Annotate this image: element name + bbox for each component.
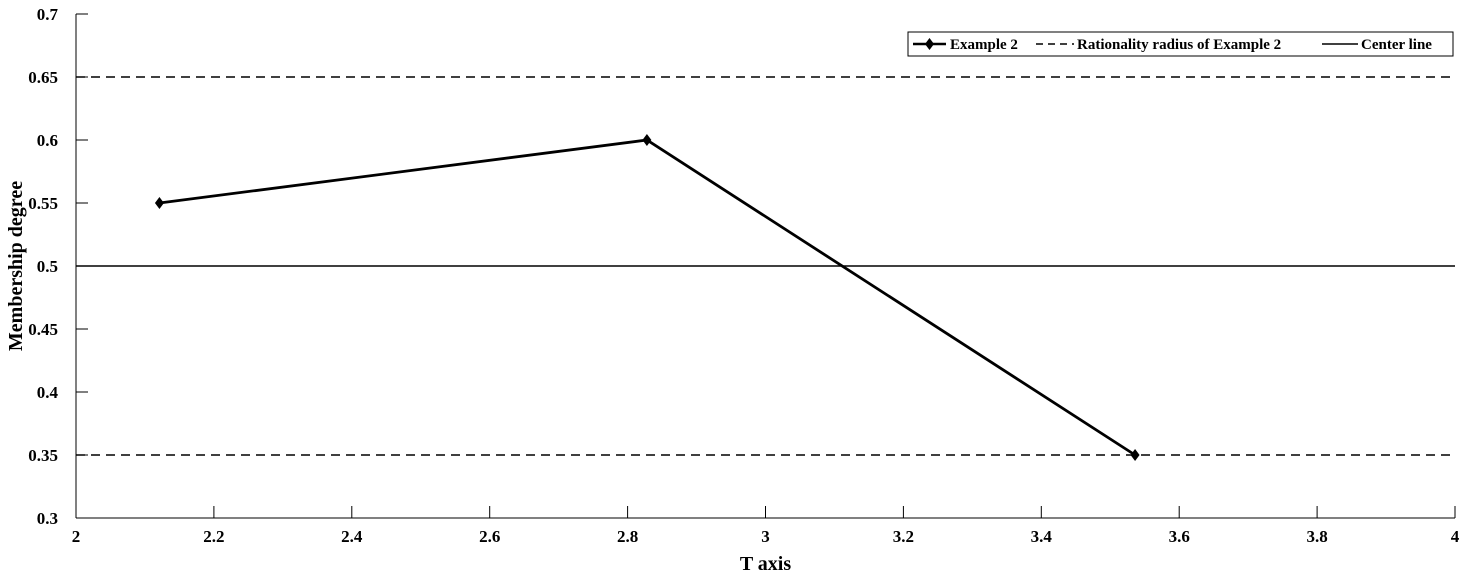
data-point-marker <box>1130 449 1140 461</box>
x-tick-label: 2 <box>72 527 81 546</box>
legend-label-rationality-radius: Rationality radius of Example 2 <box>1077 37 1281 53</box>
x-tick-label: 2.4 <box>341 527 363 546</box>
reference-lines <box>76 76 1455 456</box>
series-layer <box>154 134 1140 461</box>
x-tick-label: 3.2 <box>893 527 914 546</box>
y-axis-ticks: 0.3 0.35 0.4 0.45 0.5 0.55 0.6 0.65 0.7 <box>28 5 88 528</box>
x-axis-title: T axis <box>740 553 792 575</box>
x-tick-label: 3.4 <box>1031 527 1053 546</box>
x-tick-label: 2.2 <box>203 527 224 546</box>
y-tick-label: 0.5 <box>37 257 58 276</box>
data-point-marker <box>154 197 164 209</box>
x-tick-label: 2.8 <box>617 527 638 546</box>
legend-box <box>907 31 1454 57</box>
legend-label-center-line: Center line <box>1361 37 1432 53</box>
y-axis-title: Membership degree <box>5 181 27 351</box>
x-tick-label: 3 <box>761 527 770 546</box>
y-tick-label: 0.3 <box>37 509 58 528</box>
y-tick-label: 0.65 <box>28 68 58 87</box>
x-tick-label: 3.8 <box>1306 527 1327 546</box>
y-tick-label: 0.4 <box>37 383 59 402</box>
legend-label-example-2: Example 2 <box>950 37 1018 53</box>
y-tick-label: 0.7 <box>37 5 59 24</box>
x-tick-label: 3.6 <box>1169 527 1190 546</box>
y-tick-label: 0.6 <box>37 131 58 150</box>
data-point-marker <box>642 134 652 146</box>
y-tick-label: 0.55 <box>28 194 58 213</box>
legend: Example 2 Rationality radius of Example 2… <box>907 31 1454 57</box>
x-axis-ticks: 2 2.2 2.4 2.6 2.8 3 3.2 3.4 3.6 3.8 4 <box>72 506 1460 546</box>
legend-marker-example-2 <box>925 38 934 50</box>
x-tick-label: 4 <box>1451 527 1460 546</box>
y-tick-label: 0.45 <box>28 320 58 339</box>
x-tick-label: 2.6 <box>479 527 500 546</box>
series-line-example-2 <box>159 138 1136 457</box>
y-tick-label: 0.35 <box>28 446 58 465</box>
